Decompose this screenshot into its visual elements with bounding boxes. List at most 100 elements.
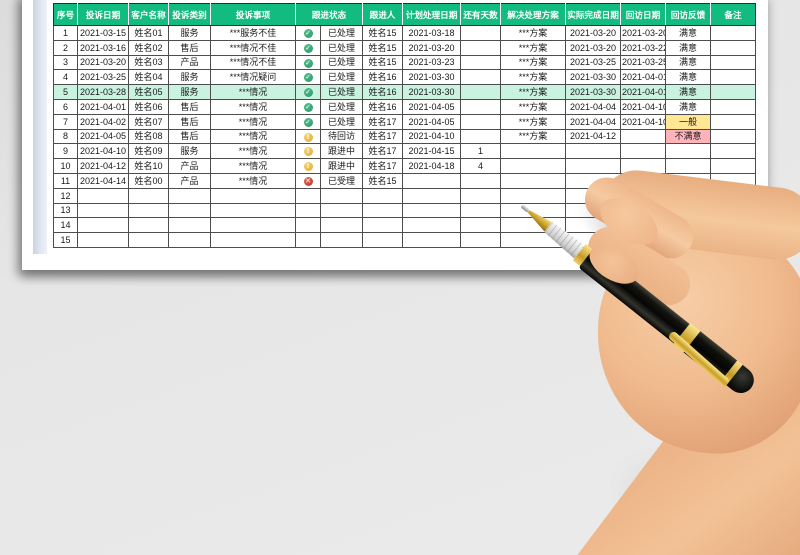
column-header[interactable]: 跟进人 <box>362 3 404 26</box>
cell-note[interactable] <box>710 25 757 41</box>
status-icon-cell[interactable] <box>295 202 321 219</box>
cell-no[interactable]: 13 <box>53 202 78 219</box>
cell-name[interactable] <box>128 202 169 219</box>
cell-solution[interactable]: ***方案 <box>500 128 567 145</box>
complaint-register-table[interactable]: 序号 投诉日期 客户名称 投诉类别 投诉事项 跟进状态 跟进人 计划处理日期 还有天数 解决处理方… <box>53 3 757 248</box>
cell-person[interactable]: 姓名16 <box>362 69 404 86</box>
cell-days[interactable] <box>460 232 502 248</box>
cell-matter[interactable] <box>210 217 296 234</box>
column-header[interactable]: 投诉类别 <box>168 3 211 26</box>
cell-category[interactable]: 售后 <box>168 113 211 130</box>
cell-date[interactable]: 2021-04-14 <box>77 172 129 189</box>
cell-date[interactable]: 2021-04-10 <box>77 143 129 160</box>
cell-matter[interactable] <box>210 202 296 219</box>
cell-days[interactable] <box>460 172 502 189</box>
cell-feedback[interactable]: 不满意 <box>665 128 712 145</box>
status-icon-cell[interactable] <box>295 232 321 248</box>
cell-name[interactable]: 姓名05 <box>128 84 169 100</box>
cell-plan[interactable] <box>402 172 462 189</box>
cell-days[interactable]: 1 <box>460 143 502 160</box>
cell-feedback[interactable] <box>665 158 712 174</box>
status-icon-cell[interactable]: ! <box>295 158 321 174</box>
cell-feedback[interactable]: 满意 <box>665 25 712 41</box>
cell-done[interactable] <box>565 143 622 160</box>
cell-status[interactable] <box>319 202 364 219</box>
cell-done[interactable]: 2021-04-04 <box>565 98 622 115</box>
cell-name[interactable]: 姓名04 <box>128 69 169 86</box>
cell-date[interactable]: 2021-03-16 <box>77 39 129 56</box>
cell-date[interactable]: 2021-03-15 <box>77 25 129 41</box>
cell-done[interactable]: 2021-03-25 <box>565 54 622 71</box>
cell-person[interactable]: 姓名16 <box>362 84 404 100</box>
cell-solution[interactable] <box>500 158 567 174</box>
cell-no[interactable]: 9 <box>53 143 78 160</box>
cell-note[interactable] <box>710 143 757 160</box>
status-icon-cell[interactable]: ✓ <box>295 25 321 41</box>
status-icon-cell[interactable]: ✓ <box>295 84 321 100</box>
cell-plan[interactable]: 2021-03-18 <box>402 25 462 41</box>
cell-category[interactable] <box>168 217 211 234</box>
cell-category[interactable]: 产品 <box>168 158 211 174</box>
cell-category[interactable]: 服务 <box>168 69 211 86</box>
status-icon-cell[interactable] <box>295 217 321 234</box>
cell-note[interactable] <box>710 113 757 130</box>
cell-note[interactable] <box>710 69 757 86</box>
cell-matter[interactable]: ***情况 <box>210 128 296 145</box>
cell-days[interactable] <box>460 84 502 100</box>
cell-matter[interactable]: ***情况 <box>210 98 296 115</box>
cell-name[interactable]: 姓名07 <box>128 113 169 130</box>
status-icon-cell[interactable]: ! <box>295 143 321 160</box>
cell-category[interactable]: 产品 <box>168 172 211 189</box>
cell-date[interactable]: 2021-03-28 <box>77 84 129 100</box>
cell-days[interactable]: 4 <box>460 158 502 174</box>
cell-matter[interactable]: ***情况 <box>210 172 296 189</box>
column-header[interactable]: 还有天数 <box>460 3 502 26</box>
cell-status[interactable]: 已处理 <box>319 113 364 130</box>
cell-matter[interactable]: ***情况 <box>210 84 296 100</box>
cell-matter[interactable]: ***情况疑问 <box>210 69 296 86</box>
cell-done[interactable]: 2021-03-30 <box>565 69 622 86</box>
cell-done[interactable]: 2021-04-04 <box>565 113 622 130</box>
column-header[interactable]: 回访日期 <box>620 3 667 26</box>
cell-category[interactable]: 售后 <box>168 98 211 115</box>
cell-visit[interactable]: 2021-04-01 <box>620 84 667 100</box>
cell-status[interactable]: 已处理 <box>319 98 364 115</box>
column-header[interactable]: 实际完成日期 <box>565 3 622 26</box>
cell-note[interactable] <box>710 158 757 174</box>
cell-feedback[interactable]: 满意 <box>665 98 712 115</box>
cell-note[interactable] <box>710 84 757 100</box>
cell-plan[interactable]: 2021-03-23 <box>402 54 462 71</box>
cell-no[interactable]: 4 <box>53 69 78 86</box>
cell-visit[interactable]: 2021-03-22 <box>620 39 667 56</box>
column-header[interactable]: 投诉事项 <box>210 3 296 26</box>
cell-date[interactable] <box>77 187 129 204</box>
cell-days[interactable] <box>460 217 502 234</box>
cell-visit[interactable] <box>620 143 667 160</box>
cell-date[interactable]: 2021-04-01 <box>77 98 129 115</box>
status-icon-cell[interactable]: ✓ <box>295 39 321 56</box>
cell-date[interactable]: 2021-03-25 <box>77 69 129 86</box>
status-icon-cell[interactable]: ✓ <box>295 98 321 115</box>
cell-plan[interactable] <box>402 187 462 204</box>
cell-person[interactable]: 姓名15 <box>362 172 404 189</box>
cell-done[interactable]: 2021-04-12 <box>565 128 622 145</box>
cell-solution[interactable] <box>500 143 567 160</box>
cell-date[interactable] <box>77 217 129 234</box>
cell-matter[interactable] <box>210 187 296 204</box>
cell-person[interactable] <box>362 217 404 234</box>
cell-status[interactable]: 已处理 <box>319 69 364 86</box>
column-header[interactable]: 解决处理方案 <box>500 3 567 26</box>
cell-no[interactable]: 5 <box>53 84 78 100</box>
cell-days[interactable] <box>460 54 502 71</box>
column-header[interactable]: 跟进状态 <box>294 3 364 26</box>
cell-feedback[interactable] <box>665 143 712 160</box>
column-header[interactable]: 计划处理日期 <box>402 3 462 26</box>
cell-person[interactable] <box>362 187 404 204</box>
cell-plan[interactable] <box>402 232 462 248</box>
status-icon-cell[interactable]: ✓ <box>295 113 321 130</box>
cell-date[interactable] <box>77 232 129 248</box>
cell-solution[interactable]: ***方案 <box>500 69 567 86</box>
cell-days[interactable] <box>460 202 502 219</box>
cell-person[interactable]: 姓名16 <box>362 98 404 115</box>
cell-visit[interactable]: 2021-04-10 <box>620 98 667 115</box>
